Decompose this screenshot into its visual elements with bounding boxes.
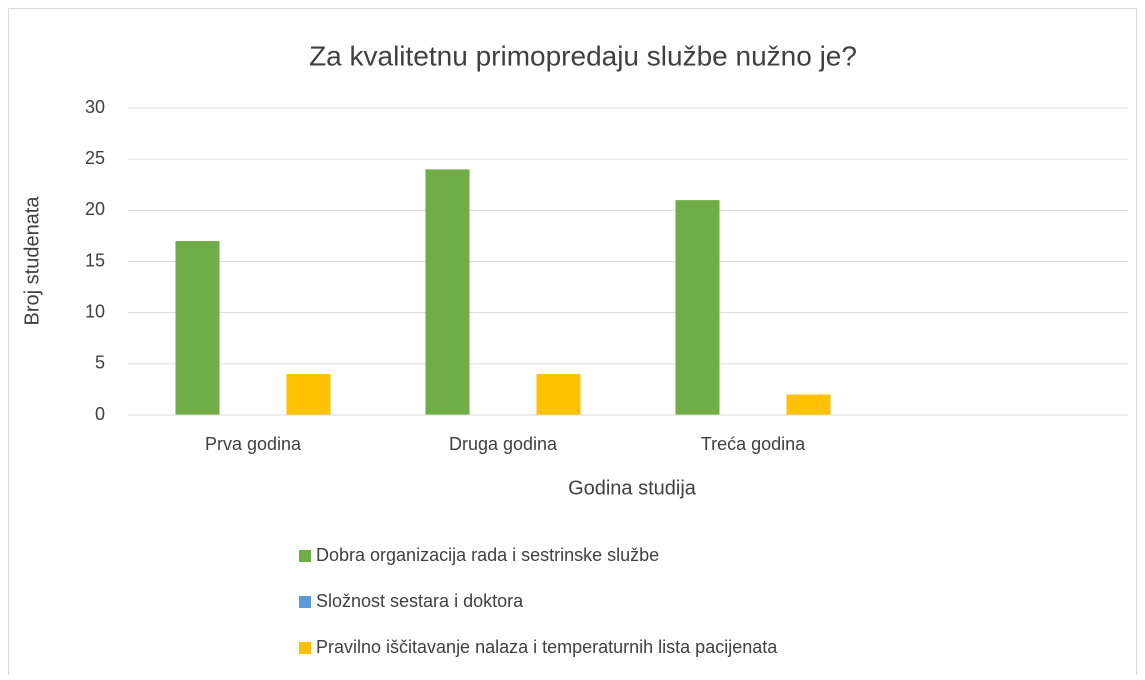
y-tick-label: 20 [85,199,105,219]
y-tick-label: 10 [85,301,105,321]
chart-title: Za kvalitetnu primopredaju službe nužno … [309,40,857,71]
x-tick-label: Prva godina [205,434,302,454]
legend-swatch [299,550,311,562]
y-axis-title: Broj studenata [21,196,43,326]
y-tick-label: 5 [95,353,105,373]
bar [286,374,331,415]
y-tick-label: 0 [95,404,105,424]
y-tick-label: 15 [85,250,105,270]
legend-swatch [299,642,311,654]
x-axis-title: Godina studija [568,477,697,499]
bar [536,374,581,415]
legend-label: Pravilno iščitavanje nalaza i temperatur… [316,637,778,657]
bar [425,169,470,415]
x-tick-label: Treća godina [701,434,806,454]
x-tick-label: Druga godina [449,434,558,454]
legend-swatch [299,596,311,608]
y-tick-label: 25 [85,148,105,168]
bar [675,200,720,415]
y-tick-label: 30 [85,97,105,117]
bar [175,241,220,415]
legend-label: Dobra organizacija rada i sestrinske slu… [316,545,659,565]
bar [786,394,831,415]
legend-label: Složnost sestara i doktora [316,591,524,611]
